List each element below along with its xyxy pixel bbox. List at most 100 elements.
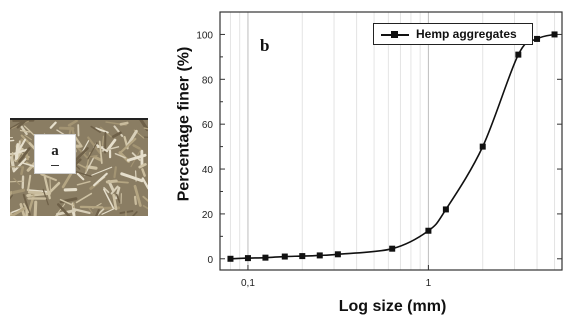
hemp-shive	[59, 198, 75, 207]
x-axis-title: Log size (mm)	[338, 298, 447, 315]
data-point-marker	[281, 253, 288, 260]
hemp-shive	[94, 143, 109, 153]
hemp-shive	[110, 185, 119, 195]
hemp-shive	[132, 144, 141, 150]
data-point-marker	[425, 227, 432, 234]
data-point-marker	[515, 51, 522, 58]
hemp-shive	[115, 193, 121, 204]
hemp-shive	[106, 138, 117, 151]
hemp-shive	[112, 193, 118, 211]
hemp-shive	[141, 177, 148, 190]
hemp-shive	[133, 195, 137, 206]
panel-a-underline	[51, 165, 59, 166]
hemp-shive	[21, 162, 35, 168]
hemp-shive	[74, 170, 92, 178]
hemp-shive	[49, 121, 57, 129]
hemp-shive	[133, 184, 142, 207]
hemp-shive	[126, 153, 147, 162]
x-tick-label: 1	[426, 278, 432, 289]
hemp-shive	[87, 136, 102, 155]
data-point-marker	[442, 206, 449, 213]
hemp-shive	[67, 120, 78, 127]
hemp-shive	[102, 135, 104, 146]
data-point-marker	[316, 252, 323, 259]
hemp-shive	[10, 207, 26, 216]
hemp-shive	[138, 163, 147, 169]
hemp-shive	[85, 154, 98, 158]
hemp-shive	[113, 125, 124, 138]
hemp-shive	[13, 177, 21, 186]
legend-label: Hemp aggregates	[416, 27, 517, 41]
hemp-shive	[11, 208, 22, 214]
hemp-shive	[103, 187, 110, 194]
data-point-marker	[479, 143, 486, 150]
hemp-shive	[54, 203, 66, 216]
legend-marker-swatch	[391, 31, 398, 38]
hemp-shive	[24, 134, 32, 141]
data-point-marker	[551, 31, 558, 38]
hemp-shive	[33, 200, 38, 216]
hemp-shive	[22, 193, 31, 216]
hemp-shive	[76, 172, 85, 181]
y-tick-label: 0	[207, 255, 213, 266]
data-point-marker	[262, 254, 269, 261]
hemp-shive	[10, 180, 24, 183]
panel-a-label-box: a	[34, 134, 76, 174]
hemp-shive	[87, 142, 98, 160]
panel-a-label: a	[51, 143, 59, 159]
data-point-marker	[389, 245, 396, 252]
hemp-shive	[56, 203, 71, 216]
hemp-shive	[10, 194, 13, 200]
hemp-shive	[113, 166, 117, 179]
hemp-shive	[72, 207, 91, 215]
hemp-shive	[72, 147, 89, 164]
panel-b-label: b	[260, 36, 270, 55]
hemp-shive	[90, 125, 101, 133]
hemp-shive	[132, 211, 138, 216]
plot-frame	[219, 11, 563, 271]
hemp-shive	[19, 129, 30, 133]
hemp-shive	[40, 173, 57, 182]
hemp-shive	[23, 203, 30, 214]
hemp-shive	[19, 203, 26, 216]
data-point-marker	[299, 253, 306, 260]
hemp-shive	[95, 208, 100, 216]
hemp-shive	[43, 175, 51, 200]
hemp-shive	[10, 139, 15, 142]
hemp-shive	[27, 190, 43, 195]
y-axis-title: Percentage finer (%)	[175, 46, 192, 202]
hemp-shive	[18, 147, 31, 163]
hemp-shive	[88, 207, 93, 214]
hemp-shive	[10, 121, 22, 130]
data-point-marker	[227, 255, 234, 262]
data-point-marker	[334, 251, 341, 258]
data-point-marker	[534, 35, 541, 42]
hemp-shive	[91, 166, 113, 176]
hemp-shive	[20, 166, 25, 176]
hemp-shive	[142, 204, 148, 210]
y-tick-label: 100	[196, 30, 213, 41]
hemp-shive	[119, 121, 129, 126]
hemp-shive	[101, 208, 115, 215]
hemp-shive	[92, 172, 108, 187]
series-line-hemp-aggregates	[230, 33, 555, 260]
hemp-shive	[92, 155, 103, 162]
hemp-shive	[49, 178, 52, 195]
y-tick-label: 40	[202, 165, 214, 176]
hemp-shive	[98, 140, 103, 164]
y-tick-label: 80	[202, 75, 214, 86]
hemp-shive	[141, 168, 146, 177]
hemp-shive	[11, 188, 26, 195]
hemp-shive	[95, 127, 109, 134]
y-tick-label: 60	[202, 120, 214, 131]
hemp-shive	[11, 151, 14, 162]
hemp-shive	[75, 192, 93, 204]
legend: Hemp aggregates	[373, 23, 533, 45]
hemp-aggregates-photo: a	[10, 118, 148, 216]
hemp-shive	[16, 120, 26, 129]
hemp-shive	[27, 174, 32, 192]
hemp-shive	[112, 131, 122, 138]
hemp-shive	[79, 205, 104, 209]
y-axis-title-wrapper: Percentage finer (%)	[172, 5, 196, 243]
